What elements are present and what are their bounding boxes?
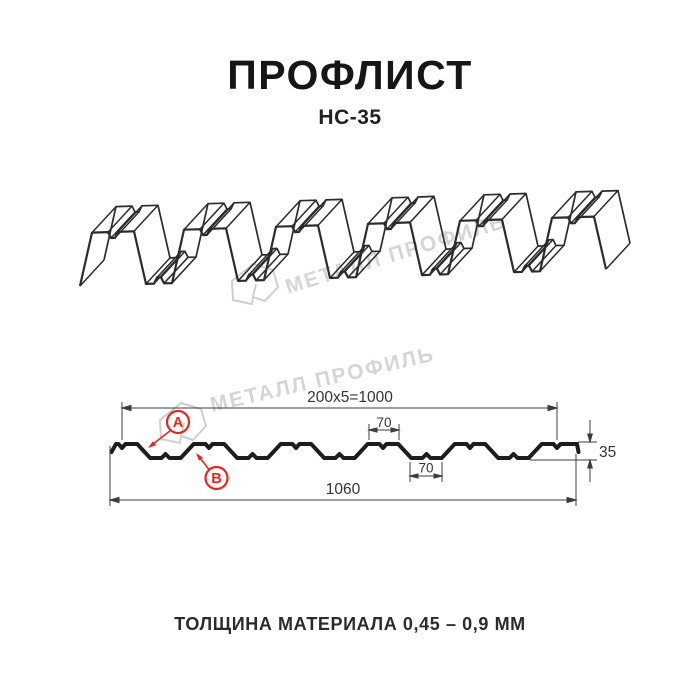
- callouts: A B: [148, 409, 229, 491]
- arrowhead-icon: [408, 473, 419, 479]
- arrowhead-icon: [587, 433, 593, 444]
- page-title: ПРОФЛИСТ: [227, 52, 473, 98]
- callout-a: A: [148, 409, 191, 448]
- dimension-label-height: 35: [599, 444, 616, 461]
- arrowhead-icon: [390, 427, 401, 433]
- thickness-note: ТОЛЩИНА МАТЕРИАЛА 0,45 – 0,9 ММ: [174, 614, 526, 634]
- callout-a-label: A: [173, 415, 184, 431]
- watermark-bottom: МЕТАЛЛ ПРОФИЛЬ: [159, 343, 437, 444]
- callout-b: B: [196, 453, 229, 491]
- arrowhead-icon: [120, 404, 132, 412]
- profile-3d-view: [78, 189, 631, 287]
- dimension-working-width: 200x5=1000: [120, 389, 559, 440]
- dimension-valley-width: 70: [408, 461, 444, 482]
- arrowhead-icon: [433, 473, 444, 479]
- arrowhead-icon: [148, 441, 156, 448]
- dimension-crest-width: 70: [367, 415, 401, 440]
- dimension-label-overall-width: 1060: [326, 481, 361, 498]
- profile-3d-view-base: [80, 190, 630, 286]
- dimension-label-working-width: 200x5=1000: [307, 389, 393, 406]
- profile-cross-section: [109, 442, 581, 460]
- arrowhead-icon: [547, 404, 559, 412]
- arrowhead-icon: [587, 458, 593, 469]
- arrowhead-icon: [108, 496, 120, 504]
- dimension-overall-width: 1060: [108, 446, 578, 506]
- profile-model: НС-35: [318, 106, 382, 129]
- dimensions: 200x5=1000 70 70: [108, 389, 616, 506]
- arrowhead-icon: [367, 427, 378, 433]
- arrowhead-icon: [566, 496, 578, 504]
- callout-b-label: B: [211, 471, 221, 487]
- dimension-label-valley-width: 70: [418, 461, 433, 476]
- dimension-label-crest-width: 70: [376, 415, 391, 430]
- brand-logo-icon: [159, 402, 207, 444]
- arrowhead-icon: [196, 453, 203, 461]
- dimension-height: 35: [530, 420, 616, 482]
